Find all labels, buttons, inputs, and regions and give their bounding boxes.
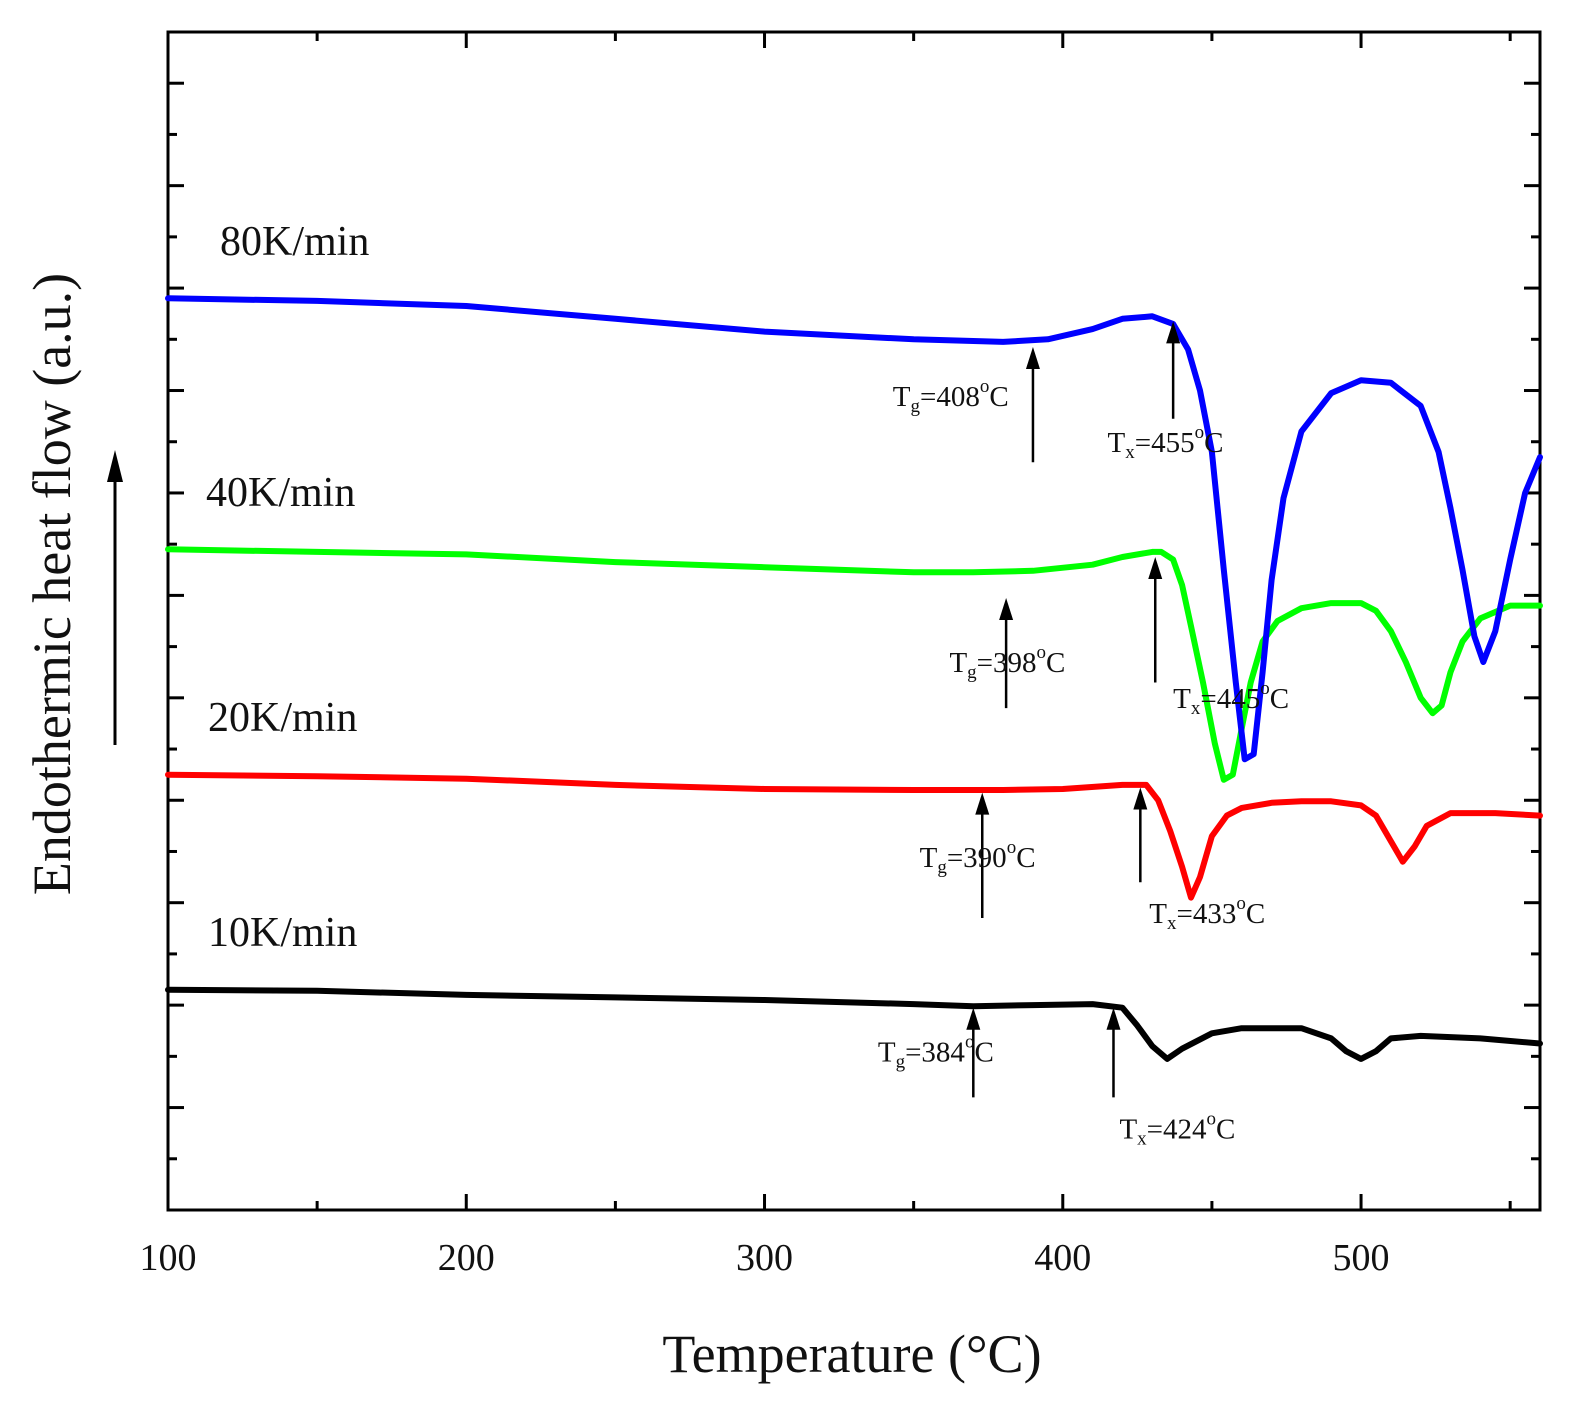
axis-ticks: 100 200 300 400 500 (140, 32, 1540, 1279)
x-tick-label: 500 (1333, 1237, 1390, 1279)
series-group (165, 295, 1543, 1062)
annotation-arrow-head (1133, 787, 1148, 810)
annotation-label: Tx=445oC (1173, 678, 1289, 719)
series-line-20K-per-min (165, 771, 1543, 901)
endothermic-direction-arrow (107, 450, 123, 745)
annotation-arrow-head (975, 792, 990, 815)
series-label: 80K/min (220, 219, 369, 265)
series-line-10K-per-min (165, 986, 1543, 1062)
endothermic-arrow-head (107, 450, 123, 482)
series-label: 10K/min (208, 910, 357, 956)
annotation-arrow-head (1106, 1007, 1121, 1030)
x-axis-title: Temperature (°C) (662, 1324, 1041, 1384)
series-line-40K-per-min (165, 546, 1543, 783)
axes-frame (166, 30, 1542, 1212)
annotation-label: Tx=455oC (1108, 422, 1224, 463)
annotation-arrow-head (999, 597, 1014, 620)
series-line-80K-per-min (165, 295, 1543, 763)
annotation-label: Tx=424oC (1119, 1108, 1235, 1149)
series-label: 40K/min (206, 470, 355, 516)
annotation-arrow-head (1025, 346, 1040, 369)
x-tick-label: 200 (438, 1237, 495, 1279)
plot-frame (166, 30, 1542, 1212)
annotation-label: Tg=384oC (878, 1031, 994, 1072)
annotation-label: Tx=433oC (1149, 893, 1265, 934)
x-tick-label: 400 (1034, 1237, 1091, 1279)
annotation-arrow-head (966, 1007, 981, 1030)
x-tick-label: 100 (140, 1237, 197, 1279)
annotation-label: Tg=398oC (949, 642, 1065, 683)
annotation-label: Tg=408oC (893, 376, 1009, 417)
annotation-label: Tg=390oC (920, 837, 1036, 878)
series-label: 20K/min (208, 695, 357, 741)
x-tick-label: 300 (736, 1237, 793, 1279)
annotation-arrow-head (1166, 321, 1181, 344)
annotation-arrow-head (1148, 556, 1163, 579)
y-axis-title: Endothermic heat flow (a.u.) (22, 273, 82, 895)
labels-group: 10K/min 20K/min 40K/min 80K/min (206, 219, 369, 956)
annotations-group: Tg=384oC Tx=424oC Tg=390oC Tx=433oC Tg=398oC… (878, 321, 1289, 1149)
